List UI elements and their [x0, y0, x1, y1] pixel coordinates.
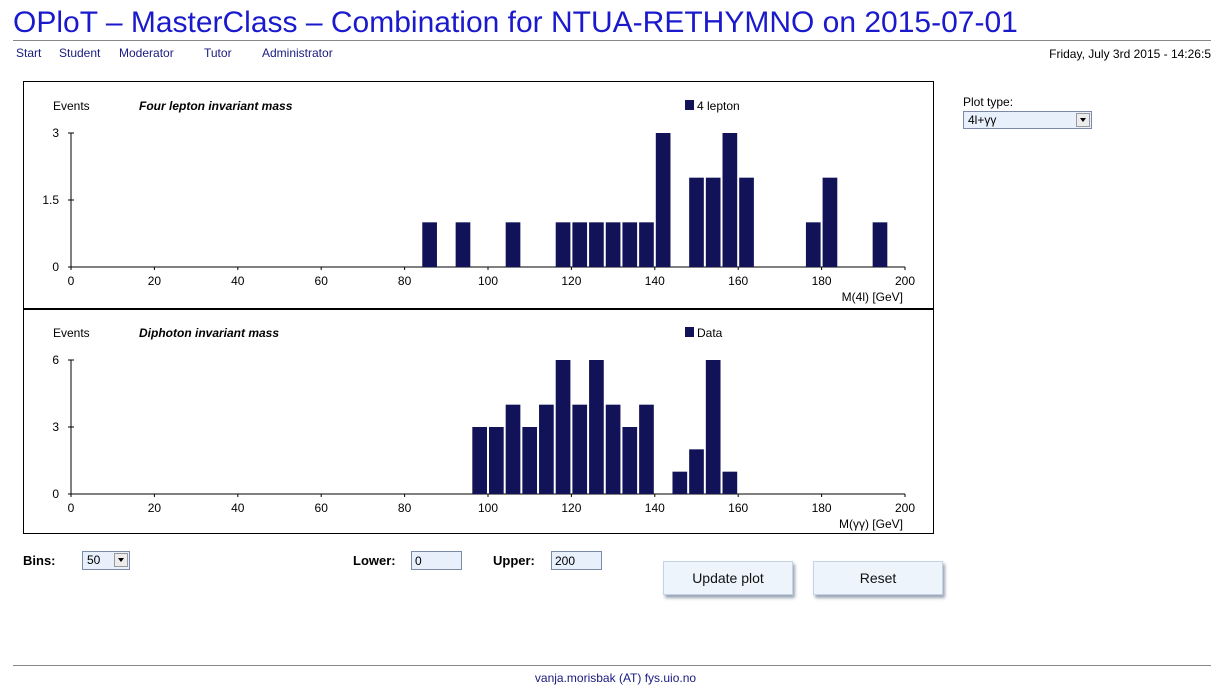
plot-panel: Events Four lepton invariant mass 4 lepton…	[23, 81, 934, 534]
histogram-bar	[689, 449, 704, 494]
y-axis-label: Events	[53, 326, 90, 340]
y-tick-label: 0	[52, 487, 59, 501]
chart-title: Diphoton invariant mass	[139, 326, 279, 340]
bins-label: Bins:	[23, 553, 56, 568]
legend-label: Data	[697, 326, 723, 340]
footer-divider	[13, 665, 1211, 666]
x-tick-label: 100	[478, 501, 498, 515]
histogram-bar	[605, 222, 621, 267]
histogram-bar	[689, 177, 704, 267]
update-plot-button[interactable]: Update plot	[663, 561, 793, 595]
x-tick-label: 60	[315, 274, 329, 288]
chart-divider	[24, 308, 933, 310]
histogram-bar	[505, 404, 521, 494]
bins-select[interactable]: 50	[82, 551, 130, 570]
x-tick-label: 140	[645, 501, 665, 515]
plot-type-value: 4l+γγ	[968, 113, 997, 127]
plot-type-label: Plot type:	[963, 95, 1014, 109]
histogram-bar	[505, 222, 521, 267]
histogram-bar	[572, 404, 588, 494]
upper-input[interactable]	[551, 551, 602, 570]
histogram-bar	[822, 177, 838, 267]
histogram-bar	[739, 177, 754, 267]
legend-label: 4 lepton	[697, 99, 740, 113]
nav-start[interactable]: Start	[16, 46, 42, 60]
histogram-bar	[539, 404, 554, 494]
x-tick-label: 20	[148, 501, 162, 515]
lower-input[interactable]	[411, 551, 462, 570]
x-tick-label: 40	[231, 501, 245, 515]
nav-tutor[interactable]: Tutor	[204, 46, 232, 60]
legend-swatch	[685, 100, 694, 110]
chevron-down-icon[interactable]	[114, 553, 128, 567]
histogram-bar	[472, 427, 487, 494]
x-tick-label: 40	[231, 274, 245, 288]
histogram-bar	[455, 222, 471, 267]
histogram-bar	[655, 133, 671, 267]
x-tick-label: 0	[68, 274, 75, 288]
bins-value: 50	[87, 553, 101, 567]
nav-administrator[interactable]: Administrator	[262, 46, 333, 60]
x-axis-label: M(4l) [GeV]	[842, 290, 903, 304]
x-tick-label: 60	[315, 501, 329, 515]
y-axis-label: Events	[53, 99, 90, 113]
x-tick-label: 120	[561, 501, 581, 515]
histogram-bar	[572, 222, 588, 267]
histogram-bar	[589, 360, 604, 494]
lower-label: Lower:	[353, 553, 396, 568]
histogram-bar	[805, 222, 821, 267]
y-tick-label: 3	[52, 420, 59, 434]
histogram-bar	[522, 427, 538, 494]
histogram-bar	[589, 222, 604, 267]
histogram-bar	[639, 404, 654, 494]
histogram-bar	[422, 222, 437, 267]
y-tick-label: 0	[52, 260, 59, 274]
histogram-bar	[605, 404, 621, 494]
plot-type-select[interactable]: 4l+γγ	[963, 111, 1092, 129]
y-tick-label: 1.5	[42, 193, 59, 207]
histogram-bar	[722, 133, 738, 267]
page-title: OPloT – MasterClass – Combination for NT…	[13, 6, 1018, 39]
chevron-down-icon[interactable]	[1076, 113, 1090, 127]
histogram-bar	[622, 427, 638, 494]
x-tick-label: 160	[728, 501, 748, 515]
histogram-bar	[872, 222, 888, 267]
x-tick-label: 200	[895, 501, 915, 515]
x-tick-label: 20	[148, 274, 162, 288]
legend-swatch	[685, 327, 694, 337]
footer-email: vanja.morisbak (AT) fys.uio.no	[534, 671, 697, 685]
reset-button[interactable]: Reset	[813, 561, 943, 595]
current-datetime: Friday, July 3rd 2015 - 14:26:5	[1049, 47, 1211, 61]
histogram-bar	[622, 222, 638, 267]
x-tick-label: 140	[645, 274, 665, 288]
x-tick-label: 160	[728, 274, 748, 288]
histogram-bar	[672, 471, 688, 494]
x-tick-label: 180	[812, 274, 832, 288]
y-tick-label: 6	[52, 353, 59, 367]
y-tick-label: 3	[52, 126, 59, 140]
chart-title: Four lepton invariant mass	[139, 99, 293, 113]
x-tick-label: 80	[398, 501, 412, 515]
nav-student[interactable]: Student	[59, 46, 101, 60]
x-tick-label: 100	[478, 274, 498, 288]
x-axis-label: M(γγ) [GeV]	[839, 517, 903, 531]
x-tick-label: 120	[561, 274, 581, 288]
x-tick-label: 200	[895, 274, 915, 288]
x-tick-label: 0	[68, 501, 75, 515]
x-tick-label: 180	[812, 501, 832, 515]
histogram-bar	[722, 471, 738, 494]
header-divider	[13, 40, 1211, 41]
histogram-bar	[555, 360, 571, 494]
histogram-bar	[639, 222, 654, 267]
histogram-charts: Events Four lepton invariant mass 4 lepton…	[42, 99, 915, 531]
x-tick-label: 80	[398, 274, 412, 288]
histogram-bar	[705, 177, 721, 267]
histogram-bar	[555, 222, 571, 267]
histogram-bar	[489, 427, 504, 494]
nav-moderator[interactable]: Moderator	[119, 46, 174, 60]
histogram-bar	[705, 360, 721, 494]
upper-label: Upper:	[493, 553, 535, 568]
